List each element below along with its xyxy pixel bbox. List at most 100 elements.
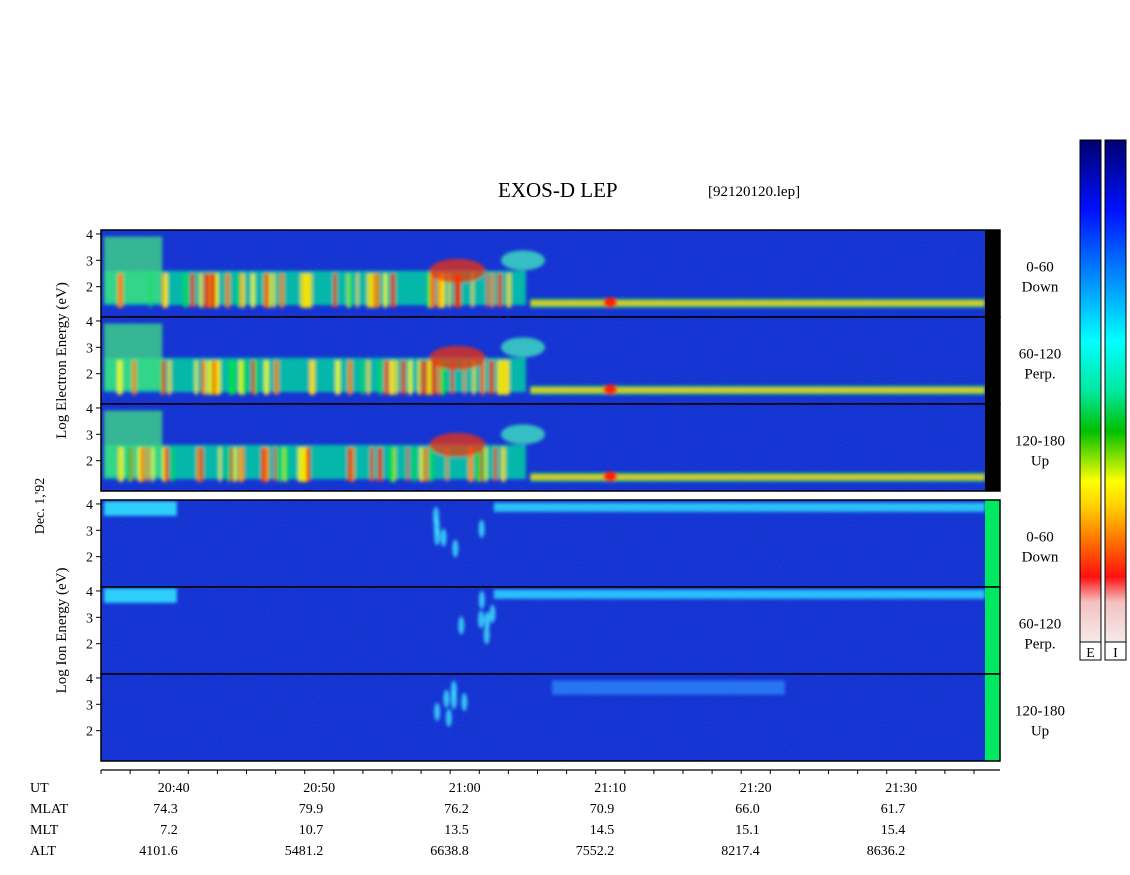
flux-streak	[274, 447, 277, 482]
panel-frame	[100, 403, 1001, 492]
photoelectron-core	[530, 475, 985, 480]
flux-streak	[506, 273, 511, 308]
flux-streak	[302, 447, 307, 482]
alt-value: 8217.4	[721, 844, 760, 859]
colorbar-label-box	[1079, 641, 1102, 661]
y-tick-label: 4	[86, 228, 93, 243]
panel-frame	[100, 673, 1001, 762]
x-tick-label: 21:10	[594, 781, 626, 796]
alt-value: 5481.2	[285, 844, 324, 859]
flux-streak	[369, 273, 374, 308]
flux-streak	[118, 447, 122, 482]
flux-streak	[366, 360, 370, 395]
x-tick-label: 21:20	[740, 781, 772, 796]
ephemeris-row-label: ALT	[30, 844, 56, 859]
ion-burst	[440, 528, 447, 547]
flux-streak	[426, 273, 431, 308]
flux-streak	[132, 360, 137, 395]
plasma-band-early	[104, 236, 163, 303]
flux-streak	[426, 360, 432, 395]
y-tick-label: 4	[86, 498, 93, 513]
flux-streak	[457, 273, 461, 308]
flux-streak	[264, 360, 269, 395]
flux-streak	[490, 273, 494, 308]
flux-streak	[279, 273, 285, 308]
flux-streak	[272, 273, 276, 308]
flux-streak	[146, 447, 150, 482]
ion-beam-early	[104, 501, 177, 516]
ion-burst	[483, 626, 490, 645]
photoelectron-core	[530, 388, 985, 393]
ion-burst	[478, 591, 485, 610]
y-tick-label: 2	[86, 455, 93, 470]
mlat-value: 74.3	[153, 802, 178, 817]
flux-streak	[283, 447, 286, 482]
flux-streak	[255, 360, 259, 395]
flux-streak	[437, 360, 441, 395]
y-tick-label: 4	[86, 585, 93, 600]
y-tick-label: 3	[86, 428, 93, 443]
flux-streak	[437, 273, 441, 308]
ion-burst	[450, 680, 457, 699]
flux-streak	[251, 360, 255, 395]
flux-streak	[190, 273, 195, 308]
flux-streak	[309, 360, 313, 395]
flux-streak	[237, 273, 240, 308]
flux-streak	[228, 360, 233, 395]
flux-streak	[431, 273, 435, 308]
flux-streak	[454, 273, 459, 308]
flux-streak	[440, 273, 446, 308]
panel-edge-column	[985, 404, 1000, 491]
flux-streak	[475, 447, 481, 482]
flux-streak	[366, 273, 371, 308]
angle-label: 0-60	[1026, 260, 1054, 276]
y-tick-label: 4	[86, 402, 93, 417]
ion-burst	[452, 539, 459, 558]
flux-streak	[450, 360, 454, 395]
panel-edge-column	[985, 230, 1000, 317]
flux-streak	[483, 447, 487, 482]
flux-streak	[468, 447, 474, 482]
flux-streak	[486, 273, 489, 308]
flux-streak	[149, 273, 152, 308]
flux-streak	[211, 273, 216, 308]
flux-streak	[333, 273, 337, 308]
flux-streak	[420, 360, 423, 395]
flux-spot	[603, 297, 618, 308]
flux-streak	[164, 447, 169, 482]
ion-burst	[489, 604, 496, 623]
flux-streak	[238, 360, 244, 395]
flux-streak	[497, 273, 503, 308]
direction-label: Down	[1022, 550, 1059, 566]
flux-streak	[389, 447, 395, 482]
flux-streak	[370, 447, 374, 482]
flux-streak	[274, 360, 279, 395]
flux-streak	[117, 360, 123, 395]
flux-streak	[463, 360, 466, 395]
ion-burst	[478, 519, 485, 538]
colorbar-ion	[1104, 139, 1127, 643]
flux-streak	[347, 273, 351, 308]
ion-burst	[434, 527, 441, 546]
ion-burst	[458, 616, 465, 635]
flux-streak	[391, 360, 394, 395]
ion-burst	[478, 610, 485, 629]
flux-streak	[478, 447, 483, 482]
y-tick-label: 2	[86, 638, 93, 653]
flux-streak	[423, 360, 428, 395]
panel-electron-3	[100, 403, 1001, 492]
flux-streak	[225, 273, 231, 308]
flux-streak	[504, 360, 510, 395]
flux-streak	[431, 360, 437, 395]
flux-streak	[351, 447, 355, 482]
y-tick-label: 2	[86, 725, 93, 740]
flux-streak	[480, 360, 484, 395]
y-tick-label: 3	[86, 341, 93, 356]
flux-streak	[401, 360, 406, 395]
flux-streak	[300, 273, 304, 308]
flux-streak	[394, 360, 398, 395]
flux-streak	[335, 360, 341, 395]
flux-streak	[284, 447, 289, 482]
flux-streak	[151, 447, 154, 482]
